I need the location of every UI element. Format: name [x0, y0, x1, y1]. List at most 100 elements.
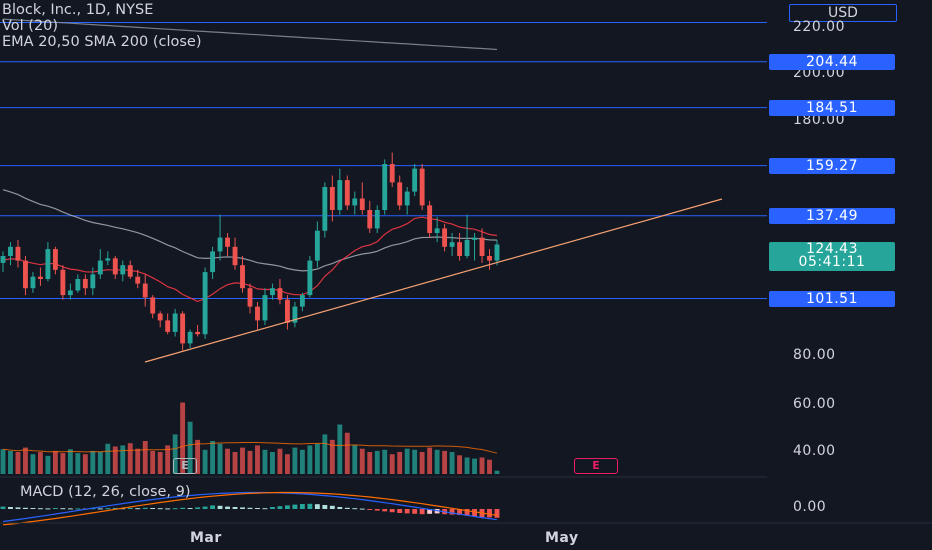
volume-bar [367, 452, 373, 474]
macd-line [2, 491, 498, 523]
volume-bar [322, 434, 328, 474]
candle-body [255, 306, 260, 321]
candle-body [329, 187, 335, 210]
current-price-tag: 124.43 05:41:11 [769, 242, 895, 271]
candle-body [187, 331, 193, 344]
macd-histogram-bar [299, 504, 305, 509]
candle-body [150, 297, 156, 314]
candle-body [322, 187, 328, 231]
candle-body [15, 246, 21, 261]
candle-body [8, 246, 13, 256]
volume-bar [82, 454, 88, 474]
candle-body [457, 242, 463, 256]
candle-body [382, 164, 388, 210]
macd-histogram-bar [382, 509, 388, 512]
macd-histogram-bar [67, 508, 73, 510]
macd-histogram-bar [112, 508, 118, 509]
candle-body [367, 210, 373, 229]
candle-body [165, 320, 171, 332]
volume-bar [270, 452, 275, 474]
macd-histogram-bar [225, 506, 230, 509]
y-axis-tick-label: 40.00 [793, 443, 836, 459]
volume-bar [382, 449, 388, 474]
macd-histogram-bar [165, 508, 171, 510]
chart-legend: Block, Inc., 1D, NYSE Vol (20) EMA 20,50… [2, 2, 202, 50]
candle-body [262, 295, 268, 321]
volume-bar [217, 443, 223, 474]
volume-bar [195, 439, 201, 474]
candle-body [404, 191, 410, 206]
y-axis-tick-label: 0.00 [793, 499, 827, 515]
candle-body [494, 244, 500, 261]
earnings-badge-upcoming[interactable]: E [574, 458, 618, 474]
level-price-tag: 204.44 [769, 53, 895, 70]
volume-bar [52, 450, 58, 474]
candle-body [487, 256, 492, 261]
ma-indicator-label[interactable]: EMA 20,50 SMA 200 (close) [2, 34, 202, 50]
macd-histogram-bar [135, 508, 141, 510]
volume-bar [112, 446, 118, 474]
currency-tag[interactable]: USD [789, 4, 897, 22]
candle-body [427, 205, 433, 233]
macd-histogram-bar [374, 509, 380, 511]
y-axis-tick-label: 80.00 [793, 347, 836, 363]
volume-bar [344, 432, 350, 474]
candle-body [105, 258, 111, 261]
candle-body [337, 180, 343, 210]
candle-body [389, 164, 395, 183]
macd-histogram-bar [457, 509, 463, 515]
macd-histogram-bar [247, 507, 253, 509]
candle-body [0, 256, 6, 263]
volume-bar [449, 452, 455, 474]
volume-bar [187, 421, 193, 474]
macd-histogram-bar [404, 509, 410, 514]
volume-bar [307, 445, 313, 474]
candle-body [240, 265, 245, 289]
candle-body [397, 182, 403, 206]
candle-body [352, 198, 358, 206]
volume-bar [479, 457, 485, 474]
earnings-badge-past[interactable]: E [173, 458, 197, 474]
volume-bar [240, 447, 245, 474]
level-price-tag: 184.51 [769, 99, 895, 116]
candle-body [180, 313, 186, 344]
volume-ma-line [2, 442, 498, 454]
macd-histogram-bar [344, 507, 350, 509]
macd-histogram-bar [277, 506, 283, 509]
macd-histogram-bar [412, 509, 418, 514]
symbol-title[interactable]: Block, Inc., 1D, NYSE [2, 2, 154, 18]
volume-bar [8, 450, 13, 474]
candle-body [344, 180, 350, 206]
macd-histogram-bar [75, 508, 81, 510]
volume-bar [292, 447, 298, 474]
macd-histogram-bar [240, 507, 245, 509]
volume-bar [97, 452, 103, 474]
macd-histogram-bar [37, 508, 43, 510]
macd-histogram-bar [494, 509, 500, 518]
volume-bar [487, 459, 492, 474]
volume-indicator-label[interactable]: Vol (20) [2, 18, 59, 34]
macd-signal-line [2, 491, 498, 526]
macd-histogram-bar [487, 509, 492, 518]
macd-histogram-bar [284, 505, 290, 509]
bar-countdown: 05:41:11 [798, 254, 866, 270]
candle-body [97, 260, 103, 275]
volume-bar [419, 452, 425, 474]
candle-body [135, 276, 141, 284]
macd-indicator-label[interactable]: MACD (12, 26, close, 9) [20, 484, 191, 500]
macd-histogram-bar [60, 508, 66, 510]
candle-body [202, 272, 208, 335]
macd-histogram-bar [352, 508, 358, 510]
macd-histogram-bar [0, 506, 6, 509]
volume-bar [262, 449, 268, 474]
macd-histogram-bar [217, 505, 223, 509]
volume-bar [210, 441, 216, 474]
trendline [144, 198, 723, 363]
volume-bar [352, 445, 358, 474]
candle-body [142, 283, 148, 298]
candle-body [314, 230, 320, 261]
macd-histogram-bar [419, 509, 425, 515]
candle-body [359, 198, 365, 210]
candle-body [479, 237, 485, 256]
